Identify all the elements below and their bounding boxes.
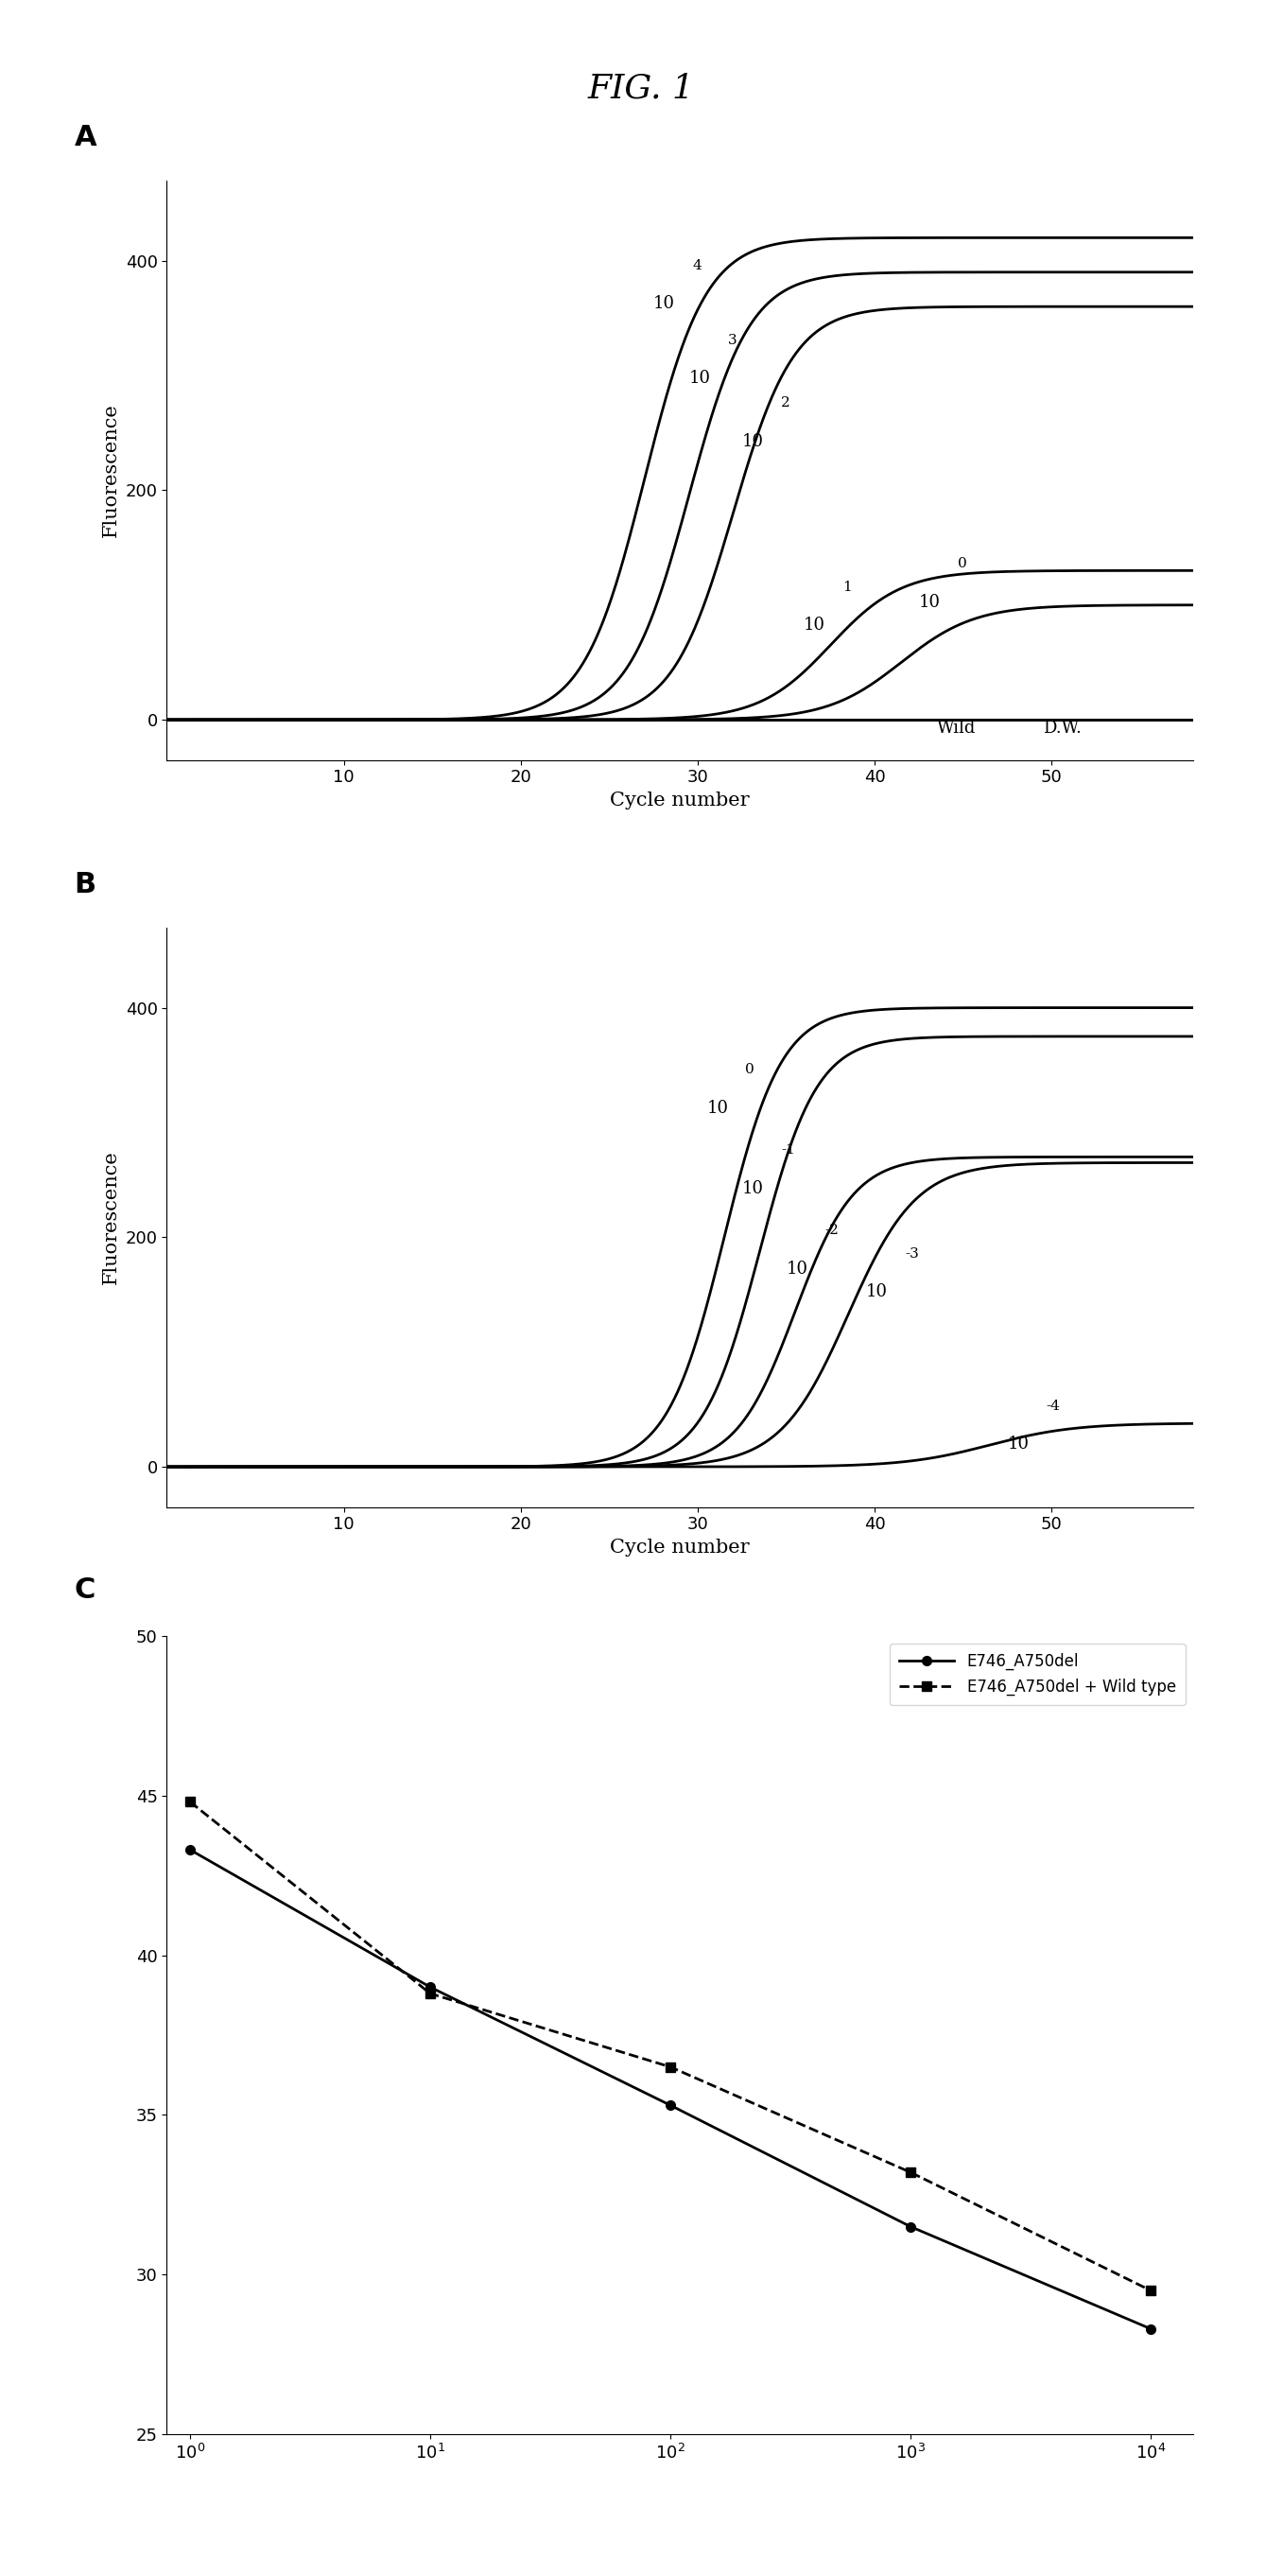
Text: 10: 10 bbox=[1007, 1435, 1029, 1453]
Text: 10: 10 bbox=[742, 1180, 763, 1198]
Text: 2: 2 bbox=[781, 397, 790, 410]
Text: C: C bbox=[74, 1577, 95, 1605]
Text: 0: 0 bbox=[958, 556, 967, 569]
E746_A750del + Wild type bbox=[903, 2156, 919, 2187]
E746_A750del bbox=[663, 2089, 679, 2120]
Text: 10: 10 bbox=[786, 1260, 808, 1278]
Text: 10: 10 bbox=[742, 433, 763, 451]
Text: A: A bbox=[74, 124, 96, 152]
Y-axis label: Fluorescence: Fluorescence bbox=[103, 402, 121, 538]
Text: D.W.: D.W. bbox=[1043, 719, 1082, 737]
Text: -4: -4 bbox=[1047, 1399, 1060, 1412]
Text: 10: 10 bbox=[866, 1283, 888, 1301]
Text: -2: -2 bbox=[825, 1224, 839, 1236]
Text: 4: 4 bbox=[693, 260, 702, 273]
Text: 3: 3 bbox=[727, 332, 736, 348]
Line: E746_A750del: E746_A750del bbox=[186, 1844, 1156, 2334]
Legend: E746_A750del, E746_A750del + Wild type: E746_A750del, E746_A750del + Wild type bbox=[889, 1643, 1185, 1705]
Text: 10: 10 bbox=[804, 616, 826, 634]
Text: -1: -1 bbox=[781, 1144, 795, 1157]
E746_A750del + Wild type bbox=[663, 2050, 679, 2081]
E746_A750del + Wild type bbox=[1143, 2275, 1159, 2306]
Y-axis label: Fluorescence: Fluorescence bbox=[103, 1149, 121, 1285]
Text: 10: 10 bbox=[919, 592, 940, 611]
E746_A750del bbox=[1143, 2313, 1159, 2344]
E746_A750del + Wild type bbox=[182, 1785, 198, 1816]
E746_A750del bbox=[182, 1834, 198, 1865]
Text: Wild: Wild bbox=[937, 719, 975, 737]
E746_A750del bbox=[903, 2210, 919, 2241]
X-axis label: Cycle number: Cycle number bbox=[611, 1538, 749, 1556]
Text: 10: 10 bbox=[653, 296, 675, 312]
Text: -3: -3 bbox=[905, 1247, 919, 1260]
Text: 0: 0 bbox=[745, 1064, 754, 1077]
E746_A750del + Wild type bbox=[422, 1978, 438, 2009]
Line: E746_A750del + Wild type: E746_A750del + Wild type bbox=[186, 1798, 1156, 2295]
Text: 1: 1 bbox=[843, 580, 852, 592]
Text: FIG. 1: FIG. 1 bbox=[588, 72, 695, 103]
Text: 10: 10 bbox=[707, 1100, 729, 1118]
E746_A750del bbox=[422, 1971, 438, 2002]
Text: B: B bbox=[74, 871, 96, 899]
X-axis label: Cycle number: Cycle number bbox=[611, 791, 749, 809]
Text: 10: 10 bbox=[689, 371, 711, 386]
